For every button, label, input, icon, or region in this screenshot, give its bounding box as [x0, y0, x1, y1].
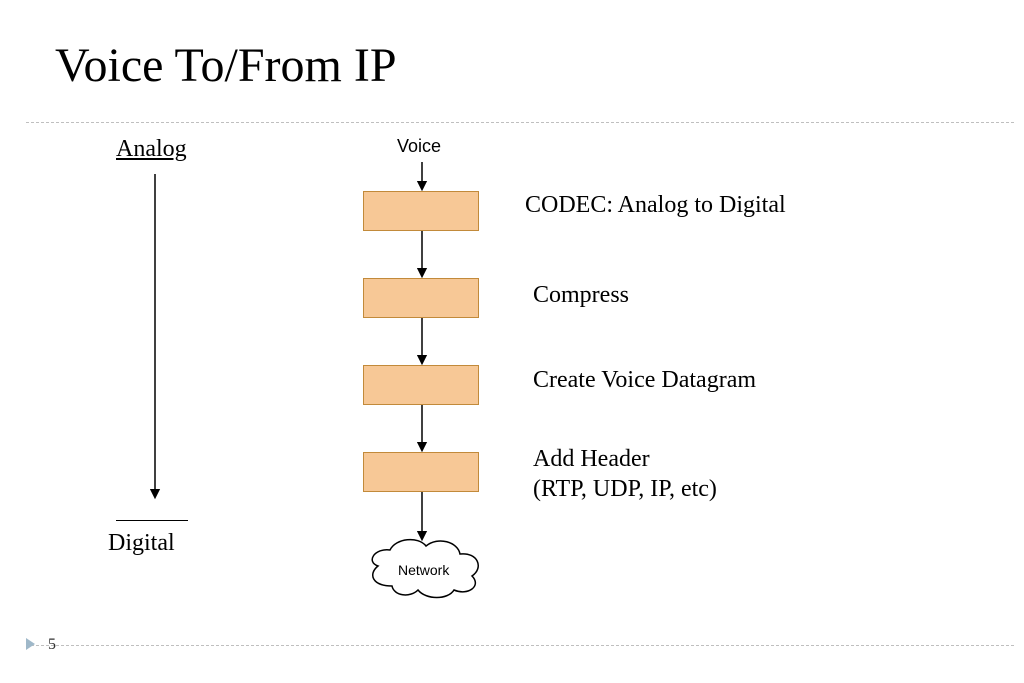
analog-label: Analog — [116, 136, 187, 163]
network-cloud-label: Network — [398, 562, 449, 578]
step-label-datagram: Create Voice Datagram — [533, 367, 756, 394]
process-box-datagram — [363, 365, 479, 405]
slide-title: Voice To/From IP — [55, 38, 397, 93]
digital-underline — [116, 520, 188, 521]
step-label-codec: CODEC: Analog to Digital — [525, 192, 786, 219]
page-marker-icon — [26, 638, 35, 650]
analog-digital-arrow — [149, 174, 161, 502]
slide: Voice To/From IP 5 Analog Digital Voice — [0, 0, 1024, 683]
divider-top — [26, 122, 1014, 123]
process-box-compress — [363, 278, 479, 318]
step-label-header: Add Header (RTP, UDP, IP, etc) — [533, 444, 717, 504]
process-box-codec — [363, 191, 479, 231]
digital-label: Digital — [108, 530, 175, 557]
voice-input-label: Voice — [397, 136, 441, 157]
step-label-compress: Compress — [533, 282, 629, 309]
page-number: 5 — [48, 636, 56, 654]
process-box-header — [363, 452, 479, 492]
divider-bottom — [26, 645, 1014, 646]
